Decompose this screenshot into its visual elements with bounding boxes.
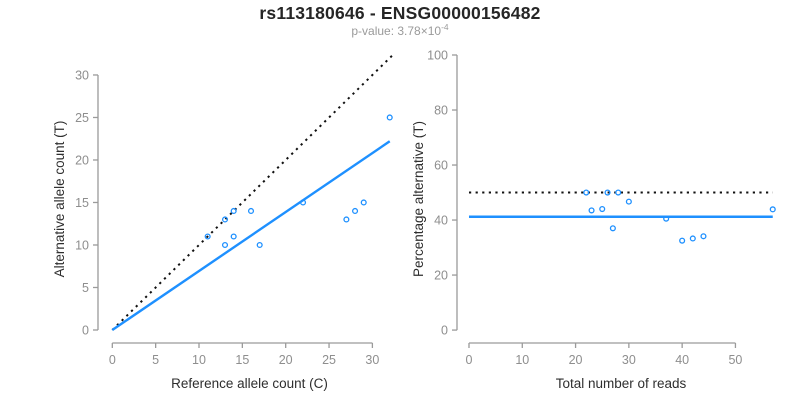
y-tick-label: 60 <box>434 159 448 173</box>
x-tick-label: 5 <box>152 353 159 367</box>
x-tick-label: 50 <box>728 353 742 367</box>
p-value-exponent: -4 <box>441 22 449 32</box>
data-point <box>221 241 229 249</box>
y-tick-label: 15 <box>75 196 89 210</box>
x-tick-label: 10 <box>192 353 206 367</box>
data-point <box>583 189 590 196</box>
y-tick-label: 80 <box>434 104 448 118</box>
y-axis-label: Alternative allele count (T) <box>52 121 67 278</box>
data-point <box>679 237 686 244</box>
fit-line <box>111 140 391 331</box>
y-tick-label: 0 <box>441 324 448 338</box>
p-value-text: p-value: 3.78×10 <box>351 24 442 38</box>
identity-line <box>111 54 394 331</box>
x-axis-label: Total number of reads <box>556 376 687 391</box>
data-point <box>386 114 393 121</box>
data-point <box>689 235 696 242</box>
x-tick-label: 20 <box>569 353 583 367</box>
data-point <box>625 198 632 205</box>
x-tick-label: 10 <box>515 353 529 367</box>
x-tick-label: 0 <box>109 353 116 367</box>
x-tick-label: 25 <box>322 353 336 367</box>
data-point <box>343 216 350 223</box>
p-value-subtitle: p-value: 3.78×10-4 <box>0 22 800 38</box>
y-tick-label: 40 <box>434 214 448 228</box>
y-axis-label: Percentage alternative (T) <box>411 121 426 277</box>
data-point <box>256 241 263 249</box>
data-point <box>769 206 776 213</box>
data-point <box>221 216 229 223</box>
data-point <box>700 233 707 240</box>
data-point <box>599 205 606 213</box>
allele-count-scatter: 0 5 10 15 20 25 30 0 5 10 15 20 25 30 Reference allele… <box>52 54 394 391</box>
y-tick-label: 10 <box>75 238 89 252</box>
x-tick-label: 0 <box>466 353 473 367</box>
x-tick-label: 30 <box>365 353 379 367</box>
data-point <box>604 189 611 196</box>
data-point <box>609 225 616 232</box>
y-tick-label: 25 <box>75 111 89 125</box>
y-tick-label: 100 <box>427 49 448 63</box>
data-point <box>352 207 359 215</box>
y-tick-label: 20 <box>75 153 89 167</box>
y-tick-label: 0 <box>82 323 89 337</box>
data-point <box>204 233 211 240</box>
data-point <box>230 233 237 240</box>
x-tick-label: 15 <box>235 353 249 367</box>
data-point <box>615 189 622 196</box>
y-tick-label: 5 <box>82 281 89 295</box>
x-tick-label: 30 <box>622 353 636 367</box>
data-point <box>360 199 367 206</box>
figure-title: rs113180646 - ENSG00000156482 <box>259 3 541 23</box>
y-tick-label: 30 <box>75 68 89 82</box>
x-tick-label: 20 <box>279 353 293 367</box>
data-point <box>663 215 670 222</box>
x-tick-label: 40 <box>675 353 689 367</box>
percentage-reads-scatter: 0 10 20 30 40 50 0 20 40 60 80 100 Total number of r… <box>411 49 776 391</box>
data-point <box>230 207 237 215</box>
x-axis-label: Reference allele count (C) <box>171 376 328 391</box>
data-point <box>588 207 595 214</box>
data-point <box>299 199 307 206</box>
y-tick-label: 20 <box>434 269 448 283</box>
data-point <box>247 207 255 215</box>
